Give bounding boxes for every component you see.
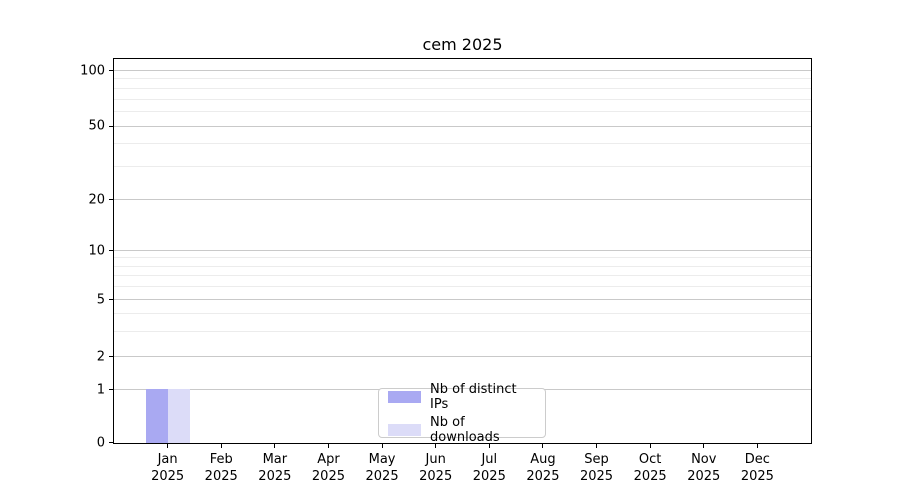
y-tick-mark	[109, 442, 114, 443]
gridline-minor	[114, 110, 811, 112]
x-tick-mark	[542, 443, 544, 448]
gridline-major	[114, 299, 811, 300]
x-tick-label: Jul 2025	[472, 452, 506, 484]
y-tick-label: 2	[96, 349, 105, 364]
plot-area: 0 1 2 5 10 20 50 100 Jan 2025 Feb 2025 Mar 2025 Apr…	[80, 58, 812, 484]
gridline-minor	[114, 312, 811, 314]
gridline-minor	[114, 166, 811, 168]
x-tick-mark	[703, 443, 705, 448]
bar-nb-of-distinct-ips	[145, 389, 168, 443]
y-tick-mark	[109, 299, 114, 300]
y-tick-label: 20	[88, 192, 105, 207]
gridline-minor	[114, 286, 811, 288]
gridline-major	[114, 125, 811, 127]
gridline-major	[114, 250, 811, 251]
x-tick-mark	[327, 443, 329, 448]
y-tick-label: 0	[96, 435, 105, 450]
bar-nb-of-downloads	[167, 389, 190, 443]
gridline-minor	[114, 257, 811, 259]
gridline-minor	[114, 265, 811, 267]
gridline-minor	[114, 87, 811, 89]
gridline-major	[114, 199, 811, 200]
legend-item: Nb of downloads	[388, 415, 537, 445]
x-tick-label: May 2025	[365, 452, 399, 484]
x-tick-label: Aug 2025	[526, 452, 560, 484]
y-tick-label: 100	[80, 63, 105, 78]
x-tick-mark	[596, 443, 598, 448]
x-tick-mark	[488, 443, 490, 448]
y-tick-mark	[109, 70, 114, 71]
x-tick-label: Jun 2025	[419, 452, 453, 484]
y-tick-label: 10	[88, 243, 105, 258]
y-tick-label: 1	[96, 382, 105, 397]
x-tick-label: Mar 2025	[258, 452, 292, 484]
x-tick-mark	[435, 443, 437, 448]
gridline-major	[114, 70, 811, 71]
x-tick-label: Apr 2025	[311, 452, 345, 484]
legend-swatch-downloads	[388, 423, 421, 436]
chart-title: cem 2025	[422, 35, 503, 54]
x-tick-label: Sep 2025	[579, 452, 614, 484]
x-tick-label: Oct 2025	[633, 452, 667, 484]
gridline-major	[114, 356, 811, 357]
y-tick-mark	[109, 125, 114, 127]
y-tick-label: 50	[88, 118, 105, 134]
x-tick-mark	[756, 443, 758, 448]
x-tick-label: Jan 2025	[151, 452, 185, 484]
x-tick-label: Feb 2025	[204, 452, 238, 484]
y-tick-mark	[109, 356, 114, 357]
legend-item: Nb of distinct IPs	[388, 382, 537, 412]
gridline-minor	[114, 275, 811, 277]
legend: Nb of distinct IPs Nb of downloads	[378, 382, 546, 445]
y-tick-mark	[109, 389, 114, 390]
x-tick-mark	[381, 443, 383, 448]
y-tick-mark	[109, 250, 114, 251]
x-tick-label: Dec 2025	[740, 452, 774, 484]
y-tick-label: 5	[96, 292, 105, 307]
y-tick-mark	[109, 199, 114, 200]
gridline-minor	[114, 98, 811, 100]
x-tick-mark	[274, 443, 276, 448]
legend-label: Nb of downloads	[430, 414, 500, 445]
x-tick-label: Nov 2025	[687, 452, 721, 484]
x-tick-mark	[220, 443, 222, 448]
legend-swatch-distinct-ips	[388, 390, 421, 403]
gridline-minor	[114, 78, 811, 80]
gridline-minor	[114, 330, 811, 332]
legend-label: Nb of distinct IPs	[430, 381, 517, 412]
gridline-minor	[114, 143, 811, 145]
x-tick-mark	[649, 443, 651, 448]
x-tick-mark	[167, 443, 169, 448]
